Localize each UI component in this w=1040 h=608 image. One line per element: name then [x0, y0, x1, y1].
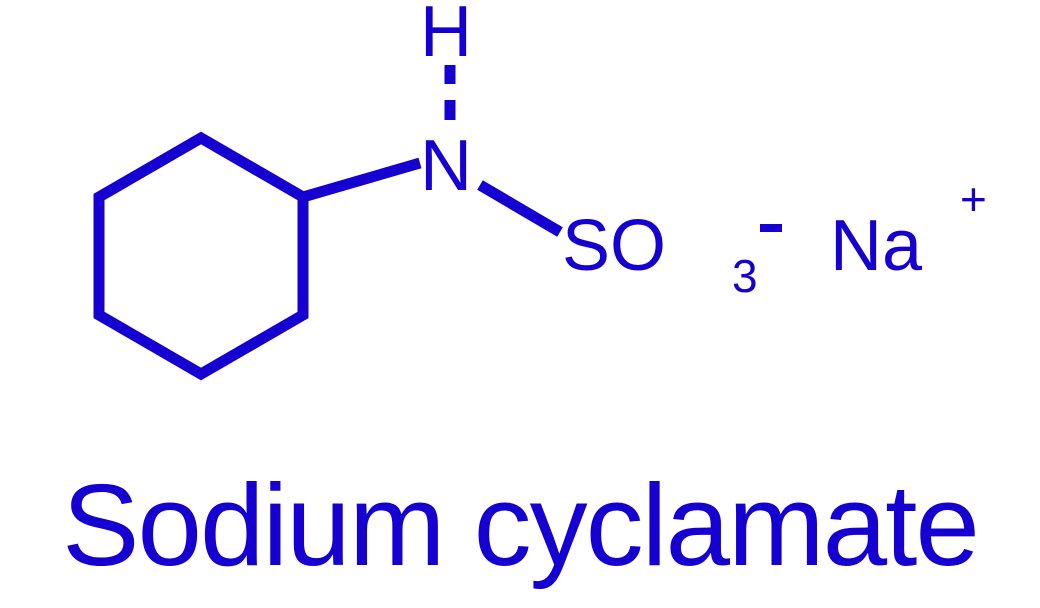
atom-label-n: N: [420, 126, 472, 206]
atom-label-na: Na: [830, 206, 923, 286]
diagram-stage: HN SO 3 Na + Sodium cyclamate: [0, 0, 1040, 608]
subscript-3: 3: [732, 250, 758, 302]
compound-name: Sodium cyclamate: [62, 460, 978, 590]
bond-c-n: [303, 163, 420, 197]
charge-positive: +: [960, 173, 987, 225]
chemical-structure-svg: HN SO 3 Na + Sodium cyclamate: [0, 0, 1040, 608]
atom-label-h: H: [420, 0, 472, 72]
atom-label-so: SO: [562, 206, 666, 286]
bond-n-so3: [480, 185, 560, 232]
cyclohexane-ring: [99, 138, 303, 374]
